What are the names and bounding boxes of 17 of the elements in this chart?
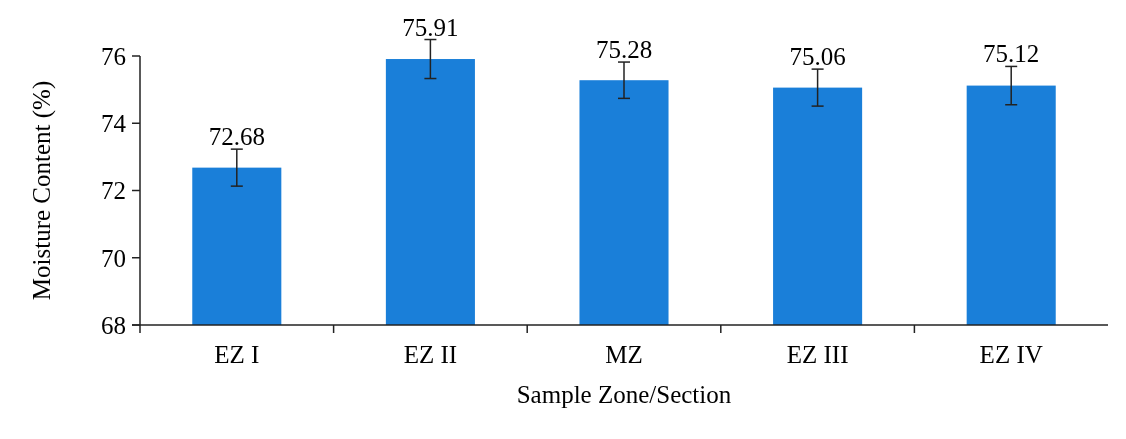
y-axis-title: Moisture Content (%) [28, 80, 56, 301]
x-axis-title: Sample Zone/Section [516, 381, 732, 408]
y-tick-label: 70 [101, 244, 126, 272]
y-tick-label: 74 [101, 110, 127, 137]
y-tick-label: 72 [101, 177, 126, 205]
x-tick-label: EZ III [786, 341, 849, 368]
x-tick-label: EZ I [214, 341, 260, 368]
x-tick-label: EZ IV [979, 341, 1043, 368]
x-tick-label: MZ [605, 341, 643, 368]
data-label: 75.12 [983, 40, 1040, 68]
data-label: 75.91 [402, 13, 459, 41]
y-tick-label: 76 [101, 42, 126, 70]
y-tick-label: 68 [101, 311, 126, 339]
data-label: 75.06 [789, 43, 846, 71]
x-tick-label: EZ II [403, 341, 458, 368]
data-label: 75.28 [595, 36, 653, 64]
data-label: 72.68 [208, 123, 265, 151]
